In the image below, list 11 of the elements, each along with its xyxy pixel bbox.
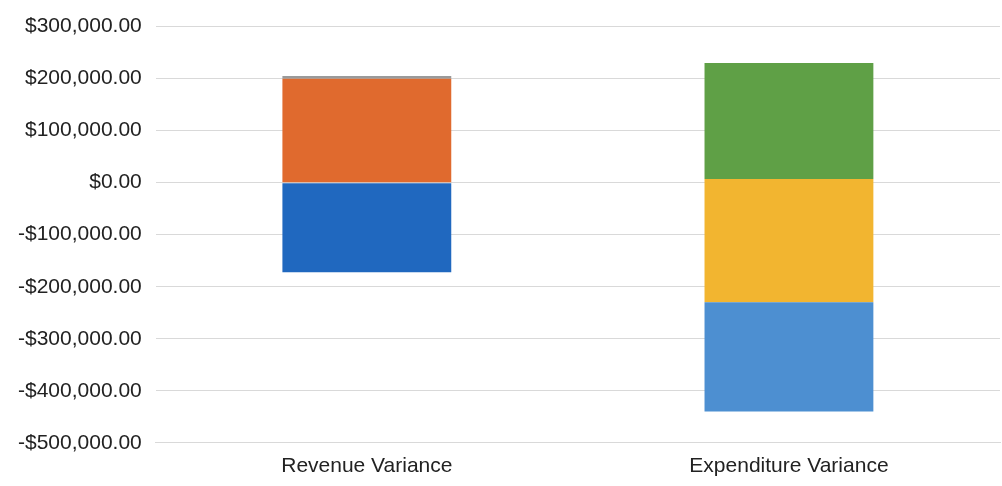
- y-tick-label: -$200,000.00: [17, 273, 142, 297]
- y-tick-label: $0.00: [89, 169, 142, 193]
- x-tick-label: Revenue Variance: [281, 453, 453, 477]
- y-tick-label: $200,000.00: [24, 65, 142, 89]
- y-tick-label: -$400,000.00: [17, 377, 142, 401]
- y-tick-label: -$500,000.00: [17, 429, 142, 453]
- y-tick-label: -$300,000.00: [17, 325, 142, 349]
- y-tick-label: -$100,000.00: [17, 221, 142, 245]
- y-tick-label: $100,000.00: [24, 117, 142, 141]
- x-tick-label: Expenditure Variance: [689, 453, 889, 477]
- y-tick-label: $300,000.00: [24, 13, 142, 37]
